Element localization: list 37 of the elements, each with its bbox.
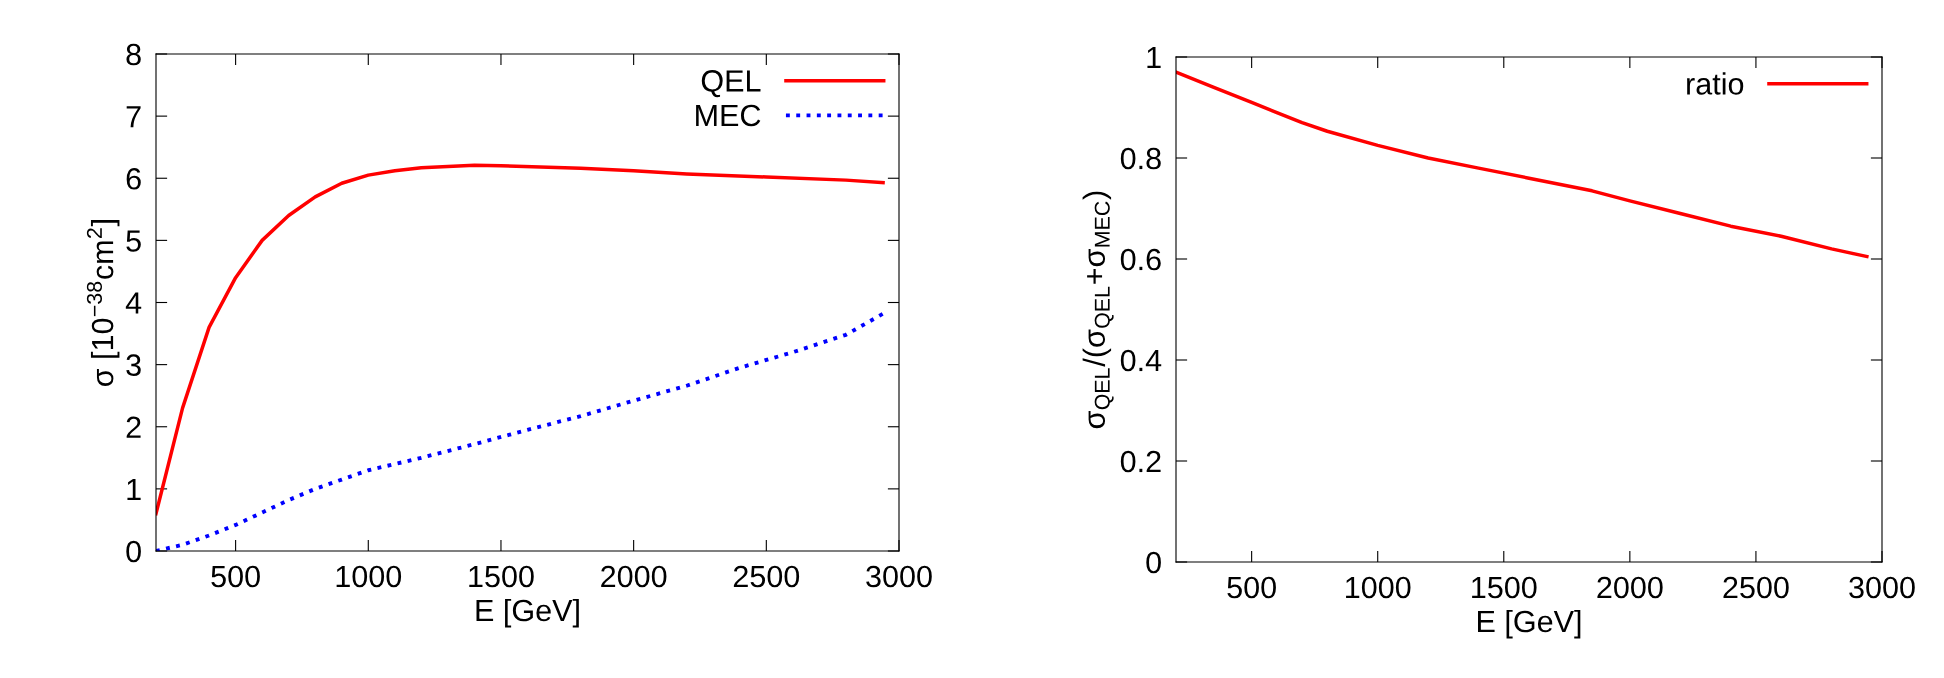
y-tick-label: 0.4: [1120, 349, 1162, 372]
y-tick-label: 1: [1147, 47, 1161, 69]
y-tick-label: 6: [126, 167, 141, 190]
y-tick-label: 0.6: [1120, 248, 1161, 271]
x-tick-label: 3000: [1849, 576, 1915, 599]
y-tick-label: 0.8: [1120, 147, 1161, 170]
legend-label: MEC: [696, 104, 761, 127]
x-tick-label: 1500: [1472, 576, 1537, 599]
line-series: [156, 163, 885, 516]
y-tick-label: 0: [126, 540, 141, 563]
x-tick-label: 2500: [1723, 576, 1789, 599]
x-tick-label: 1500: [469, 565, 534, 588]
text: ratio: [1687, 72, 1744, 95]
x-tick-label: 2000: [1597, 576, 1663, 599]
y-tick-label: 8: [126, 43, 141, 66]
x-axis-title: E [GeV]: [476, 598, 579, 628]
x-tick-label: 2000: [601, 565, 667, 588]
x-tick-label: 2500: [733, 565, 800, 588]
x-tick-label: 1000: [1346, 576, 1411, 599]
line-series: [1176, 70, 1869, 259]
y-tick-label: 3: [126, 354, 141, 376]
y-tick-label: 7: [126, 106, 141, 128]
x-tick-label: 3000: [866, 565, 932, 588]
y-tick-label: 1: [127, 478, 141, 500]
y-tick-label: 0.2: [1120, 450, 1161, 473]
y-axis-title: σ [10$^{−38}$cm$^{2}$]: [86, 220, 120, 387]
line-series: [156, 311, 886, 551]
x-tick-label: 500: [211, 565, 260, 588]
y-axis-title: σ$_{QEL}$/(σ$_{QEL}$+σ$_{MEC}$): [1082, 191, 1114, 429]
y-tick-label: 2: [126, 416, 141, 438]
y-tick-label: 4: [125, 292, 142, 314]
legend-label: QEL: [701, 70, 761, 98]
x-tick-label: 1000: [336, 565, 402, 588]
y-tick-label: 0: [1146, 551, 1161, 574]
x-tick-label: 500: [1227, 576, 1276, 599]
y-tick-label: 5: [126, 230, 141, 252]
x-axis-title: E [GeV]: [1478, 609, 1581, 639]
